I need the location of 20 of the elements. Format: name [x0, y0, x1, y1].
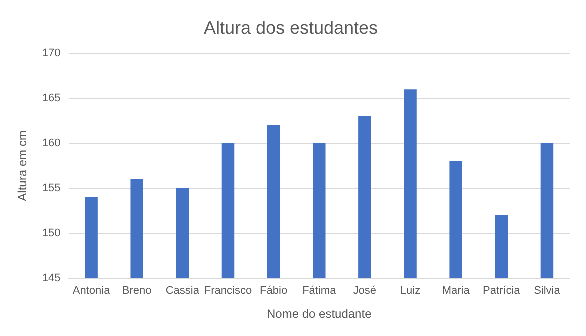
x-tick-label: Patrícia: [483, 285, 522, 298]
x-tick-label: Fátima: [302, 285, 338, 298]
y-tick-label: 150: [42, 227, 61, 240]
y-axis-title: Altura em cm: [16, 130, 30, 202]
y-tick-label: 160: [42, 138, 61, 150]
y-tick-label: 155: [42, 182, 61, 195]
x-tick-label: Maria: [442, 285, 471, 298]
y-tick-label: 165: [42, 92, 61, 105]
x-tick-label: Antonia: [72, 285, 112, 298]
chart-title: Altura dos estudantes: [204, 18, 378, 38]
x-tick-label: José: [353, 285, 377, 298]
x-axis-title: Nome do estudante: [267, 307, 372, 322]
y-tick-label: 145: [42, 272, 61, 284]
x-tick-label: Cassia: [166, 285, 200, 298]
x-tick-label: Francisco: [204, 285, 252, 298]
x-tick-label: Fábio: [260, 285, 288, 298]
x-tick-label: Breno: [122, 285, 152, 298]
x-tick-label: Silvia: [534, 285, 562, 298]
y-tick-label: 170: [42, 48, 61, 60]
x-tick-label: Luiz: [400, 285, 421, 298]
